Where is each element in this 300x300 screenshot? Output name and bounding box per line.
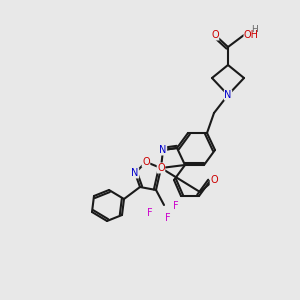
Text: H: H xyxy=(250,25,257,34)
Text: OH: OH xyxy=(244,30,259,40)
Text: N: N xyxy=(131,168,139,178)
Text: O: O xyxy=(210,175,218,185)
Text: F: F xyxy=(165,213,171,223)
Text: F: F xyxy=(147,208,153,218)
Text: N: N xyxy=(159,145,167,155)
Text: O: O xyxy=(142,157,150,167)
Text: O: O xyxy=(211,30,219,40)
Text: O: O xyxy=(157,163,165,173)
Text: F: F xyxy=(173,201,179,211)
Text: N: N xyxy=(224,90,232,100)
